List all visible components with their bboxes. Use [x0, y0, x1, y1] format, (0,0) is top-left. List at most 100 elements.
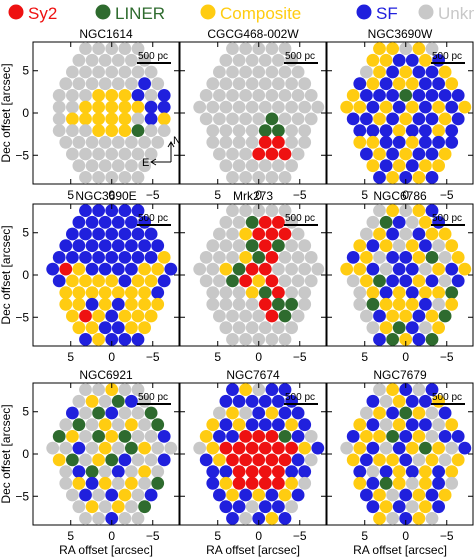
fiber-unknown: [151, 77, 165, 91]
fiber-sf: [157, 89, 171, 102]
fiber-sf: [258, 500, 272, 514]
fiber-sy2: [252, 227, 266, 241]
fiber-liner: [245, 239, 259, 253]
fiber-sf: [285, 465, 298, 478]
fiber-sf: [399, 383, 413, 396]
fiber-unknown: [245, 135, 259, 149]
fiber-composite: [346, 453, 360, 467]
fiber-sy2: [232, 465, 246, 478]
fiber-unknown: [219, 215, 233, 229]
fiber-composite: [405, 239, 419, 253]
fiber-unknown: [245, 159, 259, 173]
fiber-unknown: [59, 441, 73, 455]
legend-label: SF: [376, 4, 398, 23]
fiber-unknown: [258, 77, 272, 91]
fiber-composite: [59, 297, 73, 311]
fiber-composite: [245, 286, 259, 299]
fiber-sf: [118, 274, 132, 288]
fiber-composite: [79, 100, 92, 114]
fiber-sf: [386, 406, 399, 420]
fiber-sf: [379, 135, 393, 149]
fiber-unknown: [278, 251, 292, 264]
fiber-composite: [98, 286, 112, 299]
fiber-composite: [366, 286, 380, 299]
fiber-unknown: [131, 65, 145, 79]
fiber-unknown: [265, 89, 279, 102]
fiber-composite: [353, 100, 367, 114]
fiber-unknown: [72, 77, 86, 91]
fiber-composite: [419, 286, 432, 299]
fiber-composite: [438, 65, 452, 79]
fiber-sf: [131, 251, 145, 264]
fiber-composite: [379, 297, 393, 311]
fiber-dots: [46, 383, 178, 525]
scalebar-label: 500 pc: [432, 51, 462, 62]
fiber-sf: [252, 512, 266, 525]
fiber-unknown: [258, 100, 272, 114]
fiber-unknown: [59, 135, 73, 149]
fiber-unknown: [379, 441, 393, 455]
fiber-sf: [98, 262, 112, 276]
fiber-sf: [419, 124, 432, 137]
fiber-sf: [79, 227, 92, 241]
fiber-unknown: [226, 42, 239, 55]
fiber-sf: [438, 89, 452, 102]
fiber-composite: [98, 297, 112, 311]
fiber-unknown: [226, 112, 239, 126]
fiber-unknown: [291, 251, 305, 264]
fiber-unknown: [373, 383, 386, 396]
fiber-unknown: [144, 89, 158, 102]
fiber-sf: [425, 383, 439, 396]
fiber-unknown: [252, 171, 266, 184]
fiber-composite: [72, 321, 86, 335]
fiber-sf: [346, 430, 360, 443]
fiber-sf: [85, 239, 99, 253]
fiber-composite: [72, 297, 86, 311]
fiber-unknown: [285, 135, 298, 149]
fiber-composite: [360, 251, 373, 264]
fiber-sf: [432, 77, 445, 91]
fiber-unknown: [193, 441, 207, 455]
x-tick-label: 0: [108, 350, 115, 364]
fiber-sf: [138, 239, 152, 253]
fiber-liner: [265, 112, 279, 126]
fiber-unknown: [353, 297, 367, 311]
fiber-composite: [92, 112, 105, 126]
fiber-unknown: [105, 42, 119, 55]
fiber-sf: [157, 453, 171, 467]
fiber-sf: [419, 394, 432, 408]
fiber-unknown: [278, 333, 292, 346]
fiber-liner: [386, 430, 399, 443]
fiber-composite: [118, 112, 132, 126]
y-axis-label: Dec offset [arcsec]: [0, 225, 13, 324]
fiber-composite: [386, 383, 399, 396]
fiber-composite: [432, 100, 445, 114]
fiber-unknown: [52, 112, 66, 126]
fiber-composite: [138, 441, 152, 455]
fiber-unknown: [213, 227, 226, 241]
fiber-unknown: [131, 406, 145, 420]
fiber-unknown: [98, 159, 112, 173]
fiber-unknown: [206, 77, 220, 91]
fiber-composite: [72, 286, 86, 299]
fiber-composite: [392, 465, 406, 478]
fiber-unknown: [445, 441, 459, 455]
fiber-sf: [157, 100, 171, 114]
fiber-unknown: [291, 227, 305, 241]
fiber-unknown: [144, 453, 158, 467]
fiber-sf: [272, 394, 285, 408]
fiber-composite: [72, 262, 86, 276]
fiber-composite: [399, 147, 413, 161]
fiber-composite: [124, 418, 138, 432]
fiber-sf: [72, 465, 86, 478]
fiber-unknown: [232, 286, 246, 299]
fiber-unknown: [239, 65, 253, 79]
fiber-unknown: [232, 77, 246, 91]
fiber-composite: [432, 159, 445, 173]
fiber-composite: [432, 321, 445, 335]
fiber-unknown: [206, 100, 220, 114]
fiber-unknown: [199, 89, 213, 102]
fiber-sf: [272, 500, 285, 514]
fiber-sf: [72, 441, 86, 455]
fiber-sf: [412, 65, 426, 79]
